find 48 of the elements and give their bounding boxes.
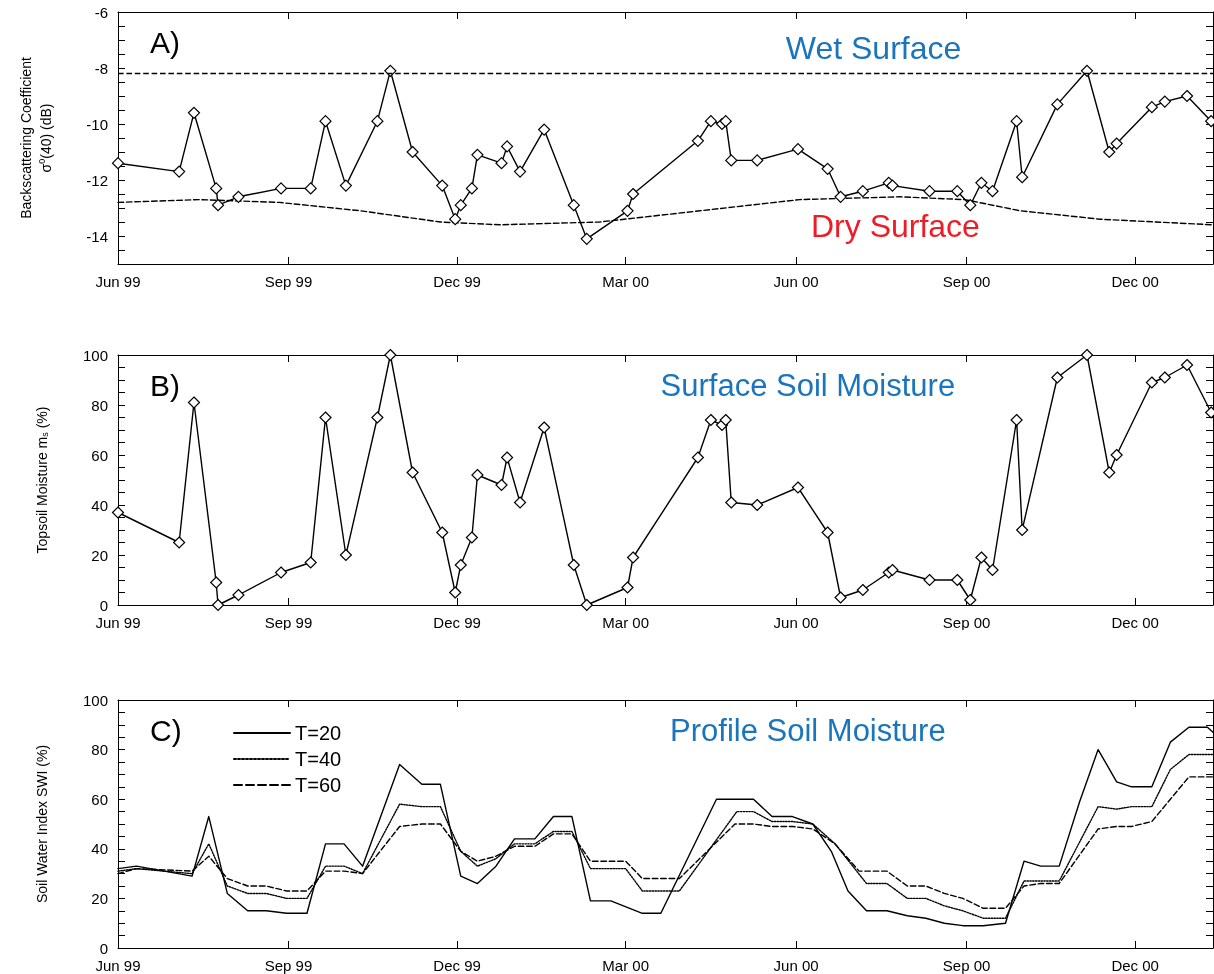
ref-line-label: Wet Surface bbox=[785, 29, 962, 66]
x-tick-label: Jun 00 bbox=[773, 273, 819, 290]
annotation: Surface Soil Moisture bbox=[660, 367, 956, 403]
x-tick-label: Mar 00 bbox=[602, 273, 650, 290]
x-tick-label: Jun 00 bbox=[773, 614, 819, 631]
x-tick-label: Sep 00 bbox=[942, 273, 991, 290]
x-tick-label: Jun 99 bbox=[95, 273, 141, 290]
y-tick-label: -12 bbox=[86, 171, 108, 189]
y-tick-label: 100 bbox=[82, 346, 108, 364]
legend-label: T=60 bbox=[295, 774, 342, 796]
y-tick-label: 40 bbox=[91, 496, 108, 514]
y-tick-label: 60 bbox=[91, 790, 108, 808]
y-tick-label: -6 bbox=[94, 3, 108, 21]
y-tick-label: -14 bbox=[86, 227, 108, 245]
x-tick-label: Dec 00 bbox=[1111, 273, 1159, 290]
y-tick-label: 40 bbox=[91, 840, 108, 858]
x-tick-label: Sep 99 bbox=[264, 957, 313, 974]
legend-label: T=20 bbox=[295, 722, 342, 744]
y-tick-label: 100 bbox=[82, 691, 108, 709]
chart-title: A) bbox=[150, 25, 180, 59]
y-tick-label: 0 bbox=[99, 596, 108, 614]
x-tick-label: Sep 00 bbox=[942, 957, 991, 974]
y-tick-label: 20 bbox=[91, 889, 108, 907]
chart-title: B) bbox=[150, 368, 180, 402]
y-tick-label: 0 bbox=[99, 939, 108, 957]
x-tick-label: Dec 99 bbox=[433, 614, 481, 631]
y-tick-label: 80 bbox=[91, 396, 108, 414]
x-tick-label: Mar 00 bbox=[602, 957, 650, 974]
x-tick-label: Sep 99 bbox=[264, 273, 313, 290]
x-tick-label: Jun 99 bbox=[95, 957, 141, 974]
x-tick-label: Dec 99 bbox=[433, 273, 481, 290]
x-tick-label: Jun 00 bbox=[773, 957, 819, 974]
x-tick-label: Dec 00 bbox=[1111, 957, 1159, 974]
y-tick-label: 20 bbox=[91, 546, 108, 564]
x-tick-label: Dec 99 bbox=[433, 957, 481, 974]
annotation: Profile Soil Moisture bbox=[670, 712, 946, 748]
x-tick-label: Jun 99 bbox=[95, 614, 141, 631]
y-tick-label: -10 bbox=[86, 115, 108, 133]
y-tick-label: -8 bbox=[94, 59, 108, 77]
chart-title: C) bbox=[150, 713, 182, 747]
y-tick-label: 80 bbox=[91, 741, 108, 759]
legend-label: T=40 bbox=[295, 748, 342, 770]
y-axis-title: Topsoil Moisture ms (%) bbox=[34, 406, 50, 554]
y-axis-title: Soil Water Index SWI (%) bbox=[34, 744, 50, 904]
x-tick-label: Mar 00 bbox=[602, 614, 650, 631]
x-tick-label: Dec 00 bbox=[1111, 614, 1159, 631]
y-tick-label: 60 bbox=[91, 446, 108, 464]
series-label: Dry Surface bbox=[810, 207, 980, 244]
